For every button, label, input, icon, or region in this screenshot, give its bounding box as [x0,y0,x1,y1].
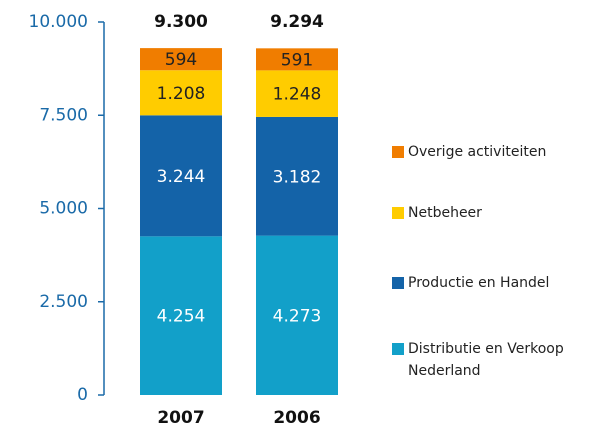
data-label: 1.208 [157,84,206,104]
data-label: 591 [281,50,313,70]
legend-label: Netbeheer [408,205,482,221]
legend-item: Productie en Handel [390,272,608,294]
legend-swatch [392,146,404,158]
data-label: 4.254 [157,307,206,327]
legend-item: Distributie en Verkoop Nederland [390,338,608,382]
data-label: 594 [165,50,197,70]
bar-segment [256,235,338,395]
data-label: 3.244 [157,167,206,187]
x-tick-label: 2007 [157,408,204,428]
y-tick-label: 2.500 [39,292,88,312]
y-tick-label: 5.000 [39,199,88,219]
y-tick-label: 7.500 [39,105,88,125]
legend-item: Overige activiteiten [390,141,608,163]
y-tick-label: 10.000 [29,12,88,32]
legend-label: Distributie en Verkoop Nederland [408,341,564,379]
legend-label: Productie en Handel [408,275,550,291]
data-label: 1.248 [273,85,322,105]
bar-segment [140,236,222,395]
total-label: 9.300 [154,12,208,32]
legend-swatch [392,343,404,355]
bar-segment [140,115,222,237]
legend-item: Netbeheer [390,202,608,224]
data-label: 3.182 [273,167,322,187]
x-tick-label: 2006 [273,408,320,428]
y-tick-label: 0 [77,385,88,405]
legend-swatch [392,277,404,289]
data-label: 4.273 [273,306,322,326]
bar-segment [256,70,338,117]
total-label: 9.294 [270,12,324,32]
bar-segment [140,48,222,71]
legend-swatch [392,207,404,219]
legend-label: Overige activiteiten [408,144,547,160]
bar-segment [140,70,222,116]
bar-segment [256,116,338,236]
bar-segment [256,48,338,71]
